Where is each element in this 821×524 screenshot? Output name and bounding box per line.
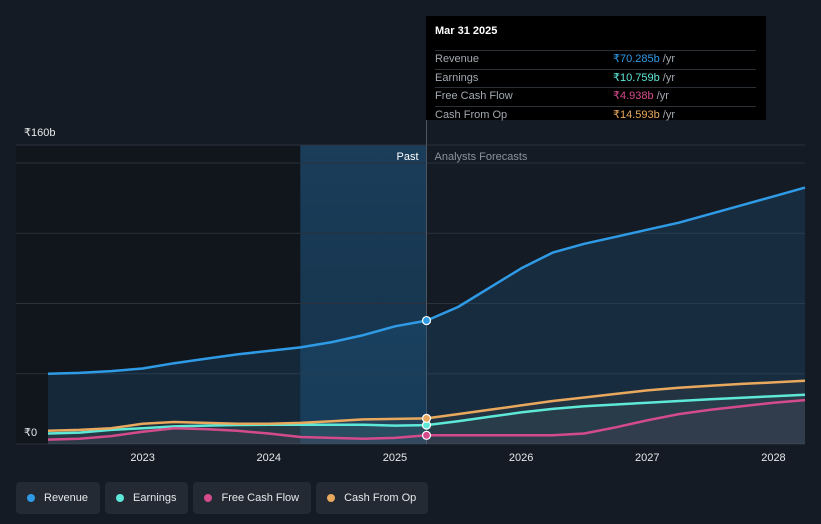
- past-highlight-band: [300, 145, 427, 444]
- past-label: Past: [396, 151, 418, 163]
- legend-dot-icon: [204, 494, 213, 502]
- tooltip-label: Earnings: [435, 71, 479, 84]
- x-tick-label: 2025: [383, 452, 407, 464]
- tooltip-unit: /yr: [656, 90, 669, 102]
- legend-item-free-cash-flow[interactable]: Free Cash Flow: [193, 482, 312, 514]
- marker-revenue: [421, 315, 432, 326]
- y-tick-label-max: ₹160b: [24, 127, 55, 139]
- hover-tooltip: Mar 31 2025 Revenue ₹70.285b /yr Earning…: [426, 16, 766, 121]
- tooltip-value: ₹10.759b: [613, 71, 660, 84]
- tooltip-unit: /yr: [662, 71, 675, 84]
- x-tick-label: 2024: [257, 452, 281, 464]
- tooltip-date: Mar 31 2025: [435, 25, 498, 37]
- chart-legend: Revenue Earnings Free Cash Flow Cash Fro…: [16, 482, 429, 514]
- legend-dot-icon: [27, 494, 35, 502]
- legend-label: Cash From Op: [344, 492, 417, 504]
- x-tick-label: 2027: [635, 452, 659, 464]
- legend-dot-icon: [116, 494, 125, 502]
- tooltip-value: ₹4.938b: [613, 90, 654, 102]
- tooltip-row-earnings: Earnings ₹10.759b /yr: [435, 68, 756, 88]
- marker-cash-from-op: [421, 413, 432, 423]
- legend-item-earnings[interactable]: Earnings: [105, 482, 189, 514]
- x-tick-label: 2026: [509, 452, 533, 464]
- tooltip-value: ₹70.285b: [613, 53, 660, 65]
- tooltip-row-revenue: Revenue ₹70.285b /yr: [435, 50, 756, 69]
- legend-label: Revenue: [44, 492, 89, 504]
- area-revenue: [48, 187, 805, 444]
- forecast-label: Analysts Forecasts: [435, 151, 528, 163]
- tooltip-unit: /yr: [662, 53, 675, 65]
- legend-label: Free Cash Flow: [221, 492, 300, 504]
- tooltip-row-cash-from-op: Cash From Op ₹14.593b /yr: [435, 105, 756, 125]
- tooltip-label: Cash From Op: [435, 108, 508, 121]
- tooltip-label: Revenue: [435, 53, 480, 65]
- tooltip-unit: /yr: [662, 108, 675, 121]
- x-tick-label: 2028: [761, 452, 785, 464]
- area-free-cash-flow: [48, 400, 805, 444]
- financial-chart: ₹160b ₹0 2023 2024 2025 2026 2027 2028 Past Analy…: [16, 120, 806, 464]
- legend-label: Earnings: [133, 492, 177, 504]
- marker-free-cash-flow: [421, 430, 432, 440]
- tooltip-row-free-cash-flow: Free Cash Flow ₹4.938b /yr: [435, 87, 756, 106]
- legend-item-revenue[interactable]: Revenue: [16, 482, 101, 514]
- legend-item-cash-from-op[interactable]: Cash From Op: [316, 482, 429, 514]
- tooltip-label: Free Cash Flow: [435, 90, 513, 102]
- legend-dot-icon: [327, 494, 336, 502]
- x-tick-label: 2023: [130, 452, 154, 464]
- tooltip-value: ₹14.593b: [613, 108, 660, 121]
- y-tick-label-zero: ₹0: [24, 427, 37, 439]
